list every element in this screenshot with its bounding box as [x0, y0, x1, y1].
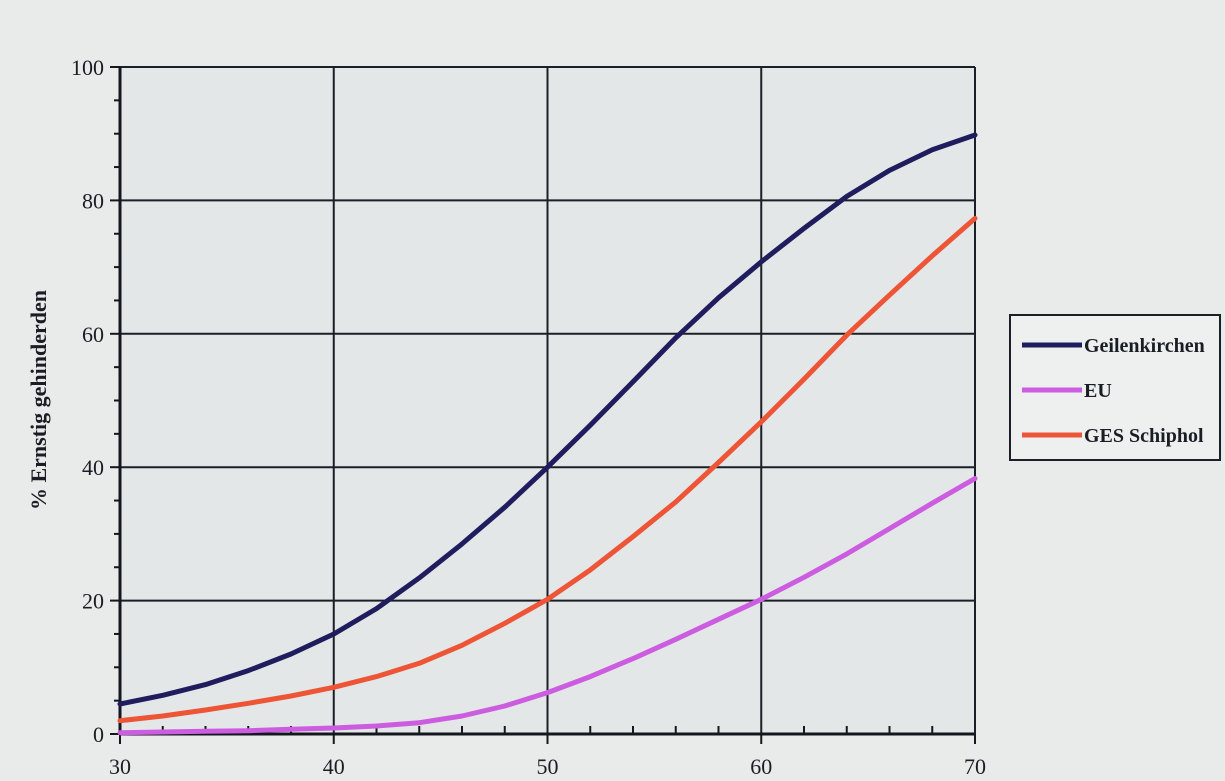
data-point — [374, 723, 379, 729]
data-point — [759, 259, 764, 264]
data-point — [673, 499, 678, 505]
y-tick-label-20: 20 — [82, 589, 104, 614]
data-point — [801, 376, 807, 382]
data-point — [844, 551, 849, 557]
y-tick-label-80: 80 — [82, 188, 104, 213]
data-point — [588, 422, 593, 428]
data-point — [246, 701, 251, 706]
data-point — [716, 295, 721, 300]
x-tick-label-50: 50 — [537, 754, 559, 779]
data-point — [502, 505, 507, 510]
data-point — [972, 216, 978, 221]
data-point — [844, 194, 849, 199]
data-point — [801, 226, 807, 231]
data-point — [588, 674, 593, 679]
data-point — [972, 132, 978, 138]
data-point — [288, 651, 294, 657]
data-point — [459, 713, 465, 719]
data-point — [288, 727, 294, 732]
data-point — [331, 631, 336, 637]
data-point — [545, 465, 550, 470]
y-tick-label-0: 0 — [93, 722, 104, 747]
data-point — [374, 674, 379, 679]
legend: Geilenkirchen EU GES Schiphol — [1009, 314, 1221, 461]
data-point — [246, 728, 251, 733]
x-tick-label-40: 40 — [323, 754, 345, 779]
y-tick-label-60: 60 — [82, 322, 104, 347]
tick-labels: 0 20 40 60 80 100 30 40 50 60 70 — [71, 55, 986, 779]
data-point — [417, 720, 422, 725]
data-point — [160, 729, 165, 735]
data-point — [203, 729, 208, 734]
data-point — [930, 501, 935, 506]
data-point — [588, 567, 593, 573]
data-point — [930, 147, 935, 152]
data-point — [288, 693, 294, 699]
data-point — [331, 725, 336, 731]
data-point — [160, 693, 165, 698]
grid — [120, 66, 976, 734]
series-lines — [117, 132, 978, 736]
data-point — [117, 701, 123, 707]
data-point — [673, 637, 678, 642]
data-point — [716, 617, 721, 622]
data-point — [844, 332, 849, 338]
data-point — [630, 656, 636, 661]
data-point — [374, 606, 379, 611]
data-point — [545, 690, 550, 695]
data-point — [459, 541, 465, 547]
data-point — [117, 718, 123, 723]
data-point — [801, 575, 807, 580]
data-point — [887, 292, 892, 298]
y-tick-label-40: 40 — [82, 455, 104, 480]
data-point — [331, 685, 336, 690]
data-point — [630, 379, 636, 385]
data-point — [887, 168, 892, 173]
data-point — [246, 668, 251, 673]
y-axis-title: % Ernstig gehinderden — [26, 290, 51, 510]
x-tick-label-70: 70 — [964, 754, 986, 779]
data-point — [545, 597, 550, 602]
data-point — [417, 575, 422, 581]
legend-label: GES Schiphol — [1084, 425, 1204, 447]
data-point — [716, 460, 721, 465]
data-point — [759, 419, 764, 425]
legend-label: EU — [1084, 380, 1112, 402]
data-point — [887, 526, 892, 531]
data-point — [203, 682, 208, 687]
data-point — [972, 476, 978, 481]
data-point — [417, 661, 422, 666]
y-tick-label-100: 100 — [71, 55, 104, 80]
data-point — [117, 730, 123, 735]
data-point — [630, 534, 636, 539]
x-tick-label-60: 60 — [750, 754, 772, 779]
legend-label: Geilenkirchen — [1084, 335, 1205, 357]
data-point — [930, 253, 935, 258]
data-point — [459, 643, 465, 648]
data-point — [502, 621, 507, 626]
data-point — [203, 707, 208, 713]
data-point — [759, 597, 764, 602]
data-point — [673, 335, 678, 341]
data-point — [160, 713, 165, 719]
data-point — [502, 703, 507, 709]
x-tick-label-30: 30 — [109, 754, 131, 779]
